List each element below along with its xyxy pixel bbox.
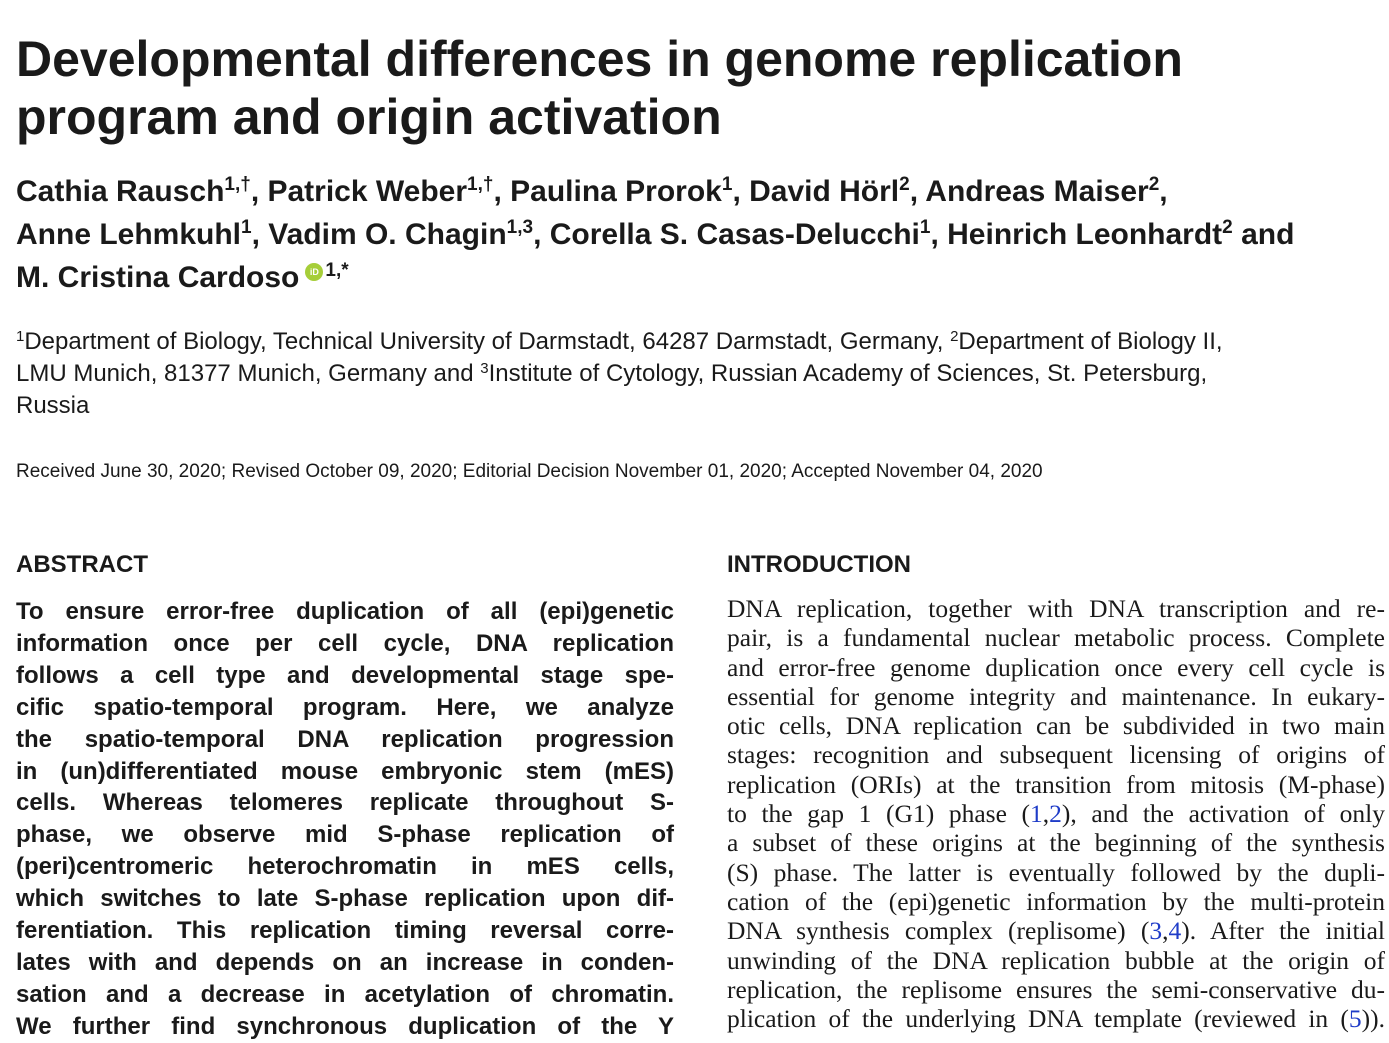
- orcid-icon[interactable]: iD: [305, 263, 324, 281]
- title-line-1: Developmental differences in genome repl…: [16, 31, 1183, 87]
- intro-line: a subset of these origins at the beginni…: [727, 828, 1385, 858]
- author-name: Vadim O. Chagin: [268, 218, 507, 251]
- author-sup: 1: [241, 217, 252, 238]
- abstract-line: the spatio-temporal DNA replication prog…: [16, 725, 674, 753]
- abstract-line: cific spatio-temporal program. Here, we …: [16, 693, 674, 721]
- affiliation-2-part-2: LMU Munich, 81377 Munich, Germany and: [16, 360, 481, 387]
- abstract-line: To ensure error-free duplication of all …: [16, 598, 674, 625]
- affiliation-sup: 1: [16, 328, 25, 345]
- author-name: M. Cristina Cardoso: [16, 261, 300, 294]
- intro-text-span: )).: [1361, 1004, 1385, 1034]
- abstract-line: follows a cell type and developmental st…: [16, 661, 674, 689]
- author-sup: 1,†: [467, 174, 494, 195]
- intro-line: pair, is a fundamental nuclear metabolic…: [727, 623, 1385, 653]
- abstract-line: which switches to late S-phase replicati…: [16, 885, 674, 913]
- intro-line: replication, the replisome ensures the s…: [727, 974, 1385, 1004]
- abstract-line: phase, we observe mid S-phase replicatio…: [16, 821, 674, 849]
- paper-title: Developmental differences in genome repl…: [16, 30, 1376, 146]
- introduction-heading: INTRODUCTION: [727, 551, 911, 578]
- abstract-line: sation and a decrease in acetylation of …: [16, 980, 674, 1008]
- intro-text-span: ), and the activation of only: [1061, 799, 1385, 829]
- citation-link[interactable]: 4: [1168, 916, 1182, 946]
- author-connector: and: [1241, 218, 1295, 251]
- author-name: Cathia Rausch: [16, 175, 225, 208]
- intro-line: cation of the (epi)genetic information b…: [727, 886, 1385, 916]
- intro-line: otic cells, DNA replication can be subdi…: [727, 711, 1385, 741]
- abstract-heading: ABSTRACT: [16, 551, 148, 578]
- intro-line: replication (ORIs) at the transition fro…: [727, 769, 1385, 799]
- intro-line: DNA synthesis complex (replisome) (3,4).…: [727, 916, 1386, 946]
- affiliation-3-part-1: Institute of Cytology, Russian Academy o…: [488, 360, 1208, 387]
- intro-line: unwinding of the DNA replication bubble …: [727, 945, 1385, 975]
- affiliation-2-part-1: Department of Biology II,: [958, 328, 1223, 355]
- author-name: Heinrich Leonhardt: [947, 218, 1223, 251]
- abstract-line: information once per cell cycle, DNA rep…: [16, 629, 674, 657]
- abstract-line: in (un)differentiated mouse embryonic st…: [16, 757, 674, 785]
- intro-line: to the gap 1 (G1) phase (1,2), and the a…: [727, 799, 1385, 829]
- author-sup: 2: [899, 174, 910, 195]
- author-name: Anne Lehmkuhl: [16, 218, 242, 251]
- abstract-line: ferentiation. This replication timing re…: [16, 917, 674, 945]
- author-list: Cathia Rausch1,†, Patrick Weber1,†, Paul…: [16, 174, 1295, 294]
- author-sup: 1,†: [224, 174, 251, 195]
- author-name: Paulina Prorok: [510, 175, 722, 208]
- intro-line: and error-free genome duplication once e…: [727, 652, 1385, 682]
- author-sup: 2: [1222, 217, 1233, 238]
- abstract-line: We further find synchronous duplication …: [16, 1012, 674, 1040]
- affiliation-1: Department of Biology, Technical Univers…: [24, 328, 951, 355]
- author-sup: 1: [919, 217, 931, 238]
- intro-text-span: ). After the initial: [1181, 916, 1386, 946]
- author-sup: 2: [1148, 174, 1160, 195]
- intro-text-span: to the gap 1 (G1) phase (: [727, 799, 1031, 829]
- title-line-2: program and origin activation: [16, 89, 722, 145]
- author-name: Andreas Maiser: [925, 175, 1149, 208]
- abstract-line: lates with and depends on an increase in…: [16, 948, 674, 976]
- author-sup: 1: [721, 174, 733, 195]
- affiliation-sup: 3: [480, 360, 489, 377]
- abstract-body: To ensure error-free duplication of all …: [16, 596, 674, 1043]
- citation-link[interactable]: 1: [1030, 799, 1043, 829]
- author-name: David Hörl: [749, 175, 900, 208]
- abstract-line: cells. Whereas telomeres replicate throu…: [16, 789, 674, 817]
- intro-text-span: DNA synthesis complex (replisome) (: [727, 916, 1150, 946]
- citation-link[interactable]: 5: [1348, 1004, 1362, 1034]
- intro-line: plication of the underlying DNA template…: [727, 1004, 1385, 1033]
- abstract-line: (peri)centromeric heterochromatin in mES…: [16, 853, 674, 881]
- affiliation-sup: 2: [950, 328, 959, 345]
- intro-line: DNA replication, together with DNA trans…: [727, 594, 1385, 623]
- intro-line: stages: recognition and subsequent licen…: [727, 740, 1385, 770]
- affiliation-3-part-2: Russia: [16, 392, 90, 419]
- publication-dates: Received June 30, 2020; Revised October …: [16, 461, 1043, 482]
- introduction-body: DNA replication, together with DNA trans…: [727, 594, 1385, 1033]
- intro-text-span: plication of the underlying DNA template…: [727, 1004, 1349, 1034]
- intro-line: (S) phase. The latter is eventually foll…: [727, 857, 1385, 887]
- intro-line: essential for genome integrity and maint…: [727, 681, 1385, 711]
- citation-link[interactable]: 2: [1049, 799, 1062, 829]
- author-sup: 1,*: [325, 260, 349, 281]
- author-name: Patrick Weber: [267, 175, 468, 208]
- citation-link[interactable]: 3: [1149, 916, 1163, 946]
- author-name: Corella S. Casas-Delucchi: [549, 218, 920, 251]
- author-sup: 1,3: [506, 217, 534, 238]
- affiliations: 1Department of Biology, Technical Univer…: [16, 326, 1376, 422]
